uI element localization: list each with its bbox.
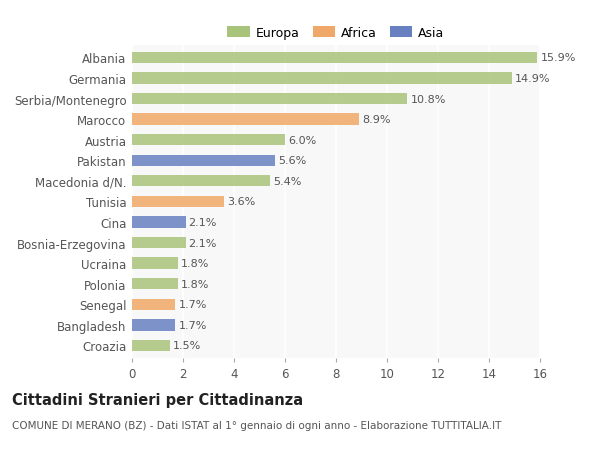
Bar bbox=[132, 114, 359, 125]
Text: 1.5%: 1.5% bbox=[173, 341, 202, 351]
Text: COMUNE DI MERANO (BZ) - Dati ISTAT al 1° gennaio di ogni anno - Elaborazione TUT: COMUNE DI MERANO (BZ) - Dati ISTAT al 1°… bbox=[12, 420, 502, 430]
Legend: Europa, Africa, Asia: Europa, Africa, Asia bbox=[225, 24, 447, 42]
Bar bbox=[132, 53, 538, 64]
Text: 10.8%: 10.8% bbox=[410, 94, 446, 104]
Text: 2.1%: 2.1% bbox=[188, 238, 217, 248]
Text: 8.9%: 8.9% bbox=[362, 115, 391, 125]
Text: 6.0%: 6.0% bbox=[288, 135, 316, 146]
Text: 1.8%: 1.8% bbox=[181, 258, 209, 269]
Text: 15.9%: 15.9% bbox=[541, 53, 576, 63]
Bar bbox=[132, 196, 224, 207]
Text: 5.6%: 5.6% bbox=[278, 156, 306, 166]
Bar bbox=[132, 299, 175, 310]
Text: 1.7%: 1.7% bbox=[178, 300, 207, 310]
Bar bbox=[132, 217, 185, 228]
Text: 2.1%: 2.1% bbox=[188, 218, 217, 228]
Bar bbox=[132, 279, 178, 290]
Text: 1.7%: 1.7% bbox=[178, 320, 207, 330]
Bar bbox=[132, 176, 270, 187]
Bar bbox=[132, 340, 170, 351]
Text: 1.8%: 1.8% bbox=[181, 279, 209, 289]
Text: 5.4%: 5.4% bbox=[273, 176, 301, 186]
Bar bbox=[132, 319, 175, 331]
Text: Cittadini Stranieri per Cittadinanza: Cittadini Stranieri per Cittadinanza bbox=[12, 392, 303, 408]
Bar bbox=[132, 258, 178, 269]
Text: 14.9%: 14.9% bbox=[515, 74, 551, 84]
Bar bbox=[132, 237, 185, 249]
Bar bbox=[132, 94, 407, 105]
Bar bbox=[132, 134, 285, 146]
Bar bbox=[132, 73, 512, 84]
Text: 3.6%: 3.6% bbox=[227, 197, 255, 207]
Bar bbox=[132, 155, 275, 167]
